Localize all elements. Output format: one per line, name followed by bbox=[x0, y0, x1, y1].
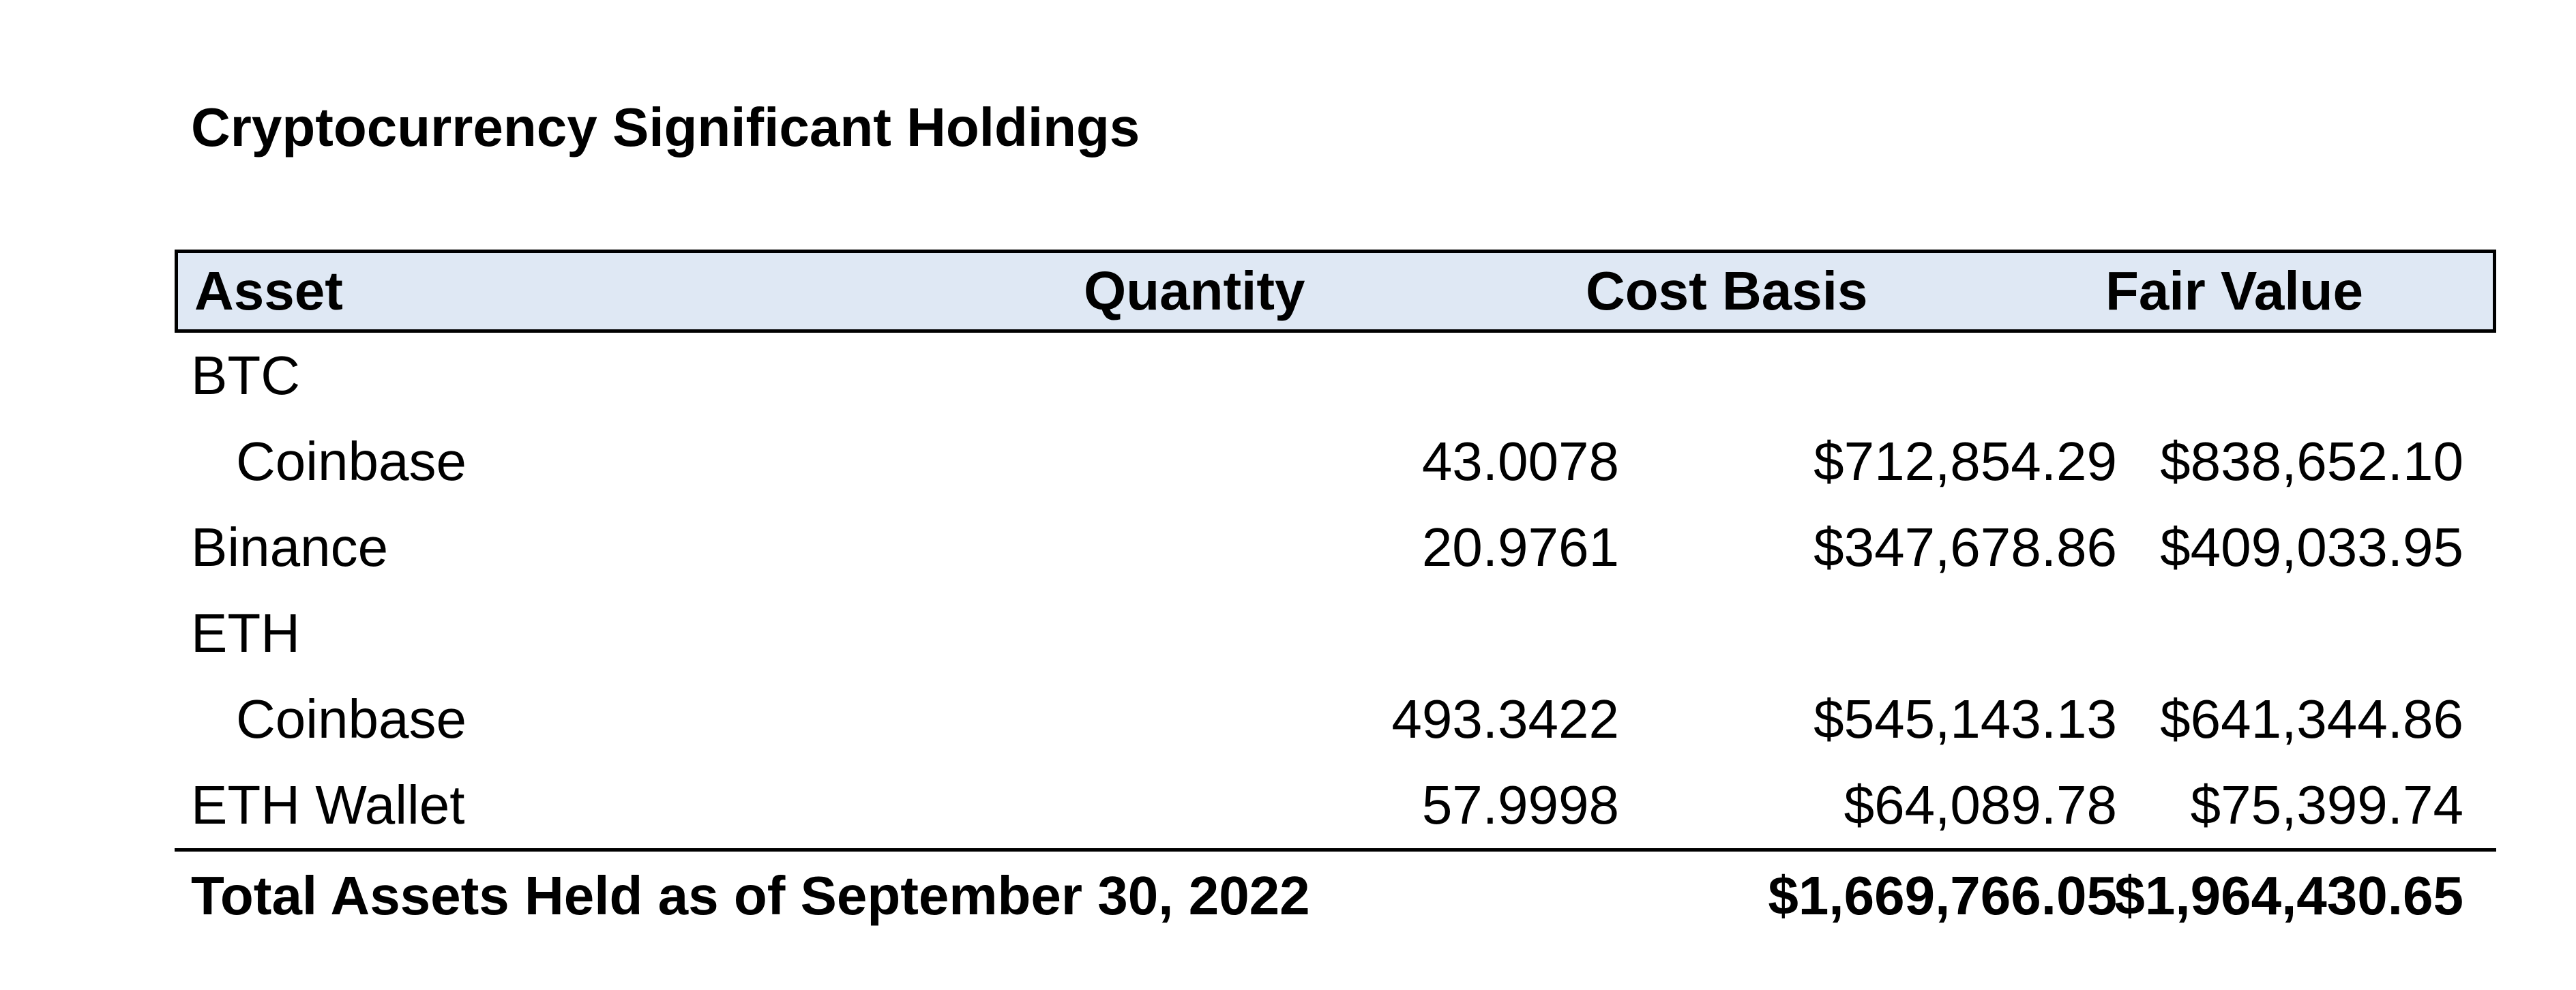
header-fair-value: Fair Value bbox=[2105, 260, 2363, 321]
asset-cell: Binance bbox=[191, 517, 389, 578]
asset-cell: Coinbase bbox=[236, 431, 467, 492]
table-row: ETH bbox=[175, 590, 2496, 676]
table-row: Binance 20.9761 $347,678.86 $409,033.95 bbox=[175, 505, 2496, 590]
header-cost-basis: Cost Basis bbox=[1586, 260, 1868, 321]
fair-value-cell: $75,399.74 bbox=[2190, 775, 2463, 835]
total-row: Total Assets Held as of September 30, 20… bbox=[175, 848, 2496, 940]
cost-basis-cell: $64,089.78 bbox=[1844, 775, 2117, 835]
table-row: Coinbase 493.3422 $545,143.13 $641,344.8… bbox=[175, 676, 2496, 762]
quantity-cell: 20.9761 bbox=[1421, 517, 1619, 578]
page-title: Cryptocurrency Significant Holdings bbox=[191, 97, 1140, 158]
asset-cell: ETH Wallet bbox=[191, 775, 465, 835]
quantity-cell: 57.9998 bbox=[1421, 775, 1619, 835]
total-cost-basis: $1,669,766.05 bbox=[1768, 865, 2117, 926]
quantity-cell: 493.3422 bbox=[1391, 689, 1619, 749]
fair-value-cell: $409,033.95 bbox=[2160, 517, 2463, 578]
cost-basis-cell: $712,854.29 bbox=[1813, 431, 2117, 492]
fair-value-cell: $838,652.10 bbox=[2160, 431, 2463, 492]
fair-value-cell: $641,344.86 bbox=[2160, 689, 2463, 749]
cost-basis-cell: $347,678.86 bbox=[1813, 517, 2117, 578]
table-row: ETH Wallet 57.9998 $64,089.78 $75,399.74 bbox=[175, 762, 2496, 848]
header-quantity: Quantity bbox=[1084, 260, 1305, 321]
total-label: Total Assets Held as of September 30, 20… bbox=[191, 865, 1310, 926]
holdings-table: Asset Quantity Cost Basis Fair Value BTC… bbox=[175, 250, 2496, 940]
header-asset: Asset bbox=[194, 260, 343, 321]
total-fair-value: $1,964,430.65 bbox=[2114, 865, 2463, 926]
asset-cell: Coinbase bbox=[236, 689, 467, 749]
table-header: Asset Quantity Cost Basis Fair Value bbox=[175, 250, 2496, 333]
asset-cell: ETH bbox=[191, 603, 300, 663]
table-row: Coinbase 43.0078 $712,854.29 $838,652.10 bbox=[175, 419, 2496, 505]
quantity-cell: 43.0078 bbox=[1421, 431, 1619, 492]
asset-cell: BTC bbox=[191, 345, 300, 406]
table-row: BTC bbox=[175, 333, 2496, 419]
cost-basis-cell: $545,143.13 bbox=[1813, 689, 2117, 749]
